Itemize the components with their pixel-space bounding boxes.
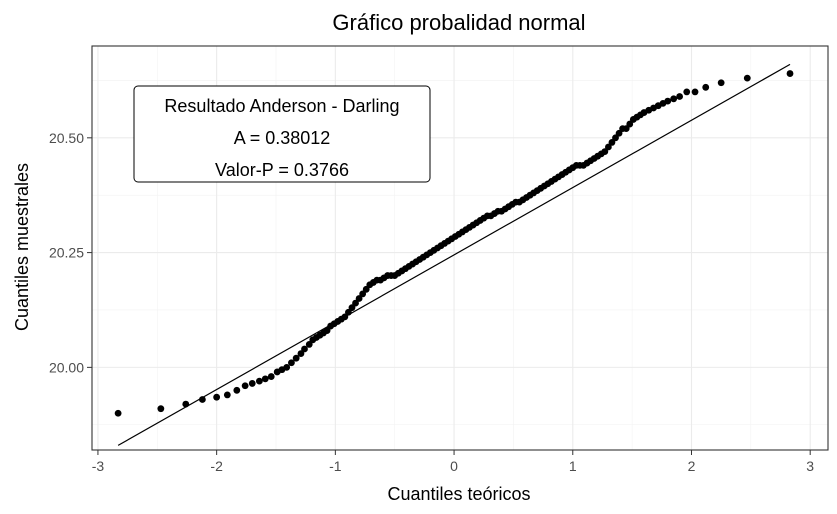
data-point <box>670 95 678 103</box>
data-point <box>362 285 370 293</box>
data-point <box>288 359 295 367</box>
data-point <box>233 386 241 394</box>
plot-panel: -3 -2 -1 0 1 2 3 20.00 20.25 20.50 Resultado Ander… <box>49 45 829 474</box>
y-tick-label: 20.25 <box>49 245 84 261</box>
data-point <box>241 382 249 390</box>
x-tick-label: -1 <box>329 458 342 474</box>
data-point <box>261 375 269 383</box>
data-point <box>341 313 349 321</box>
annotation-line: A = 0.38012 <box>234 128 331 148</box>
data-point <box>213 393 221 401</box>
data-point <box>786 70 794 77</box>
data-point <box>223 391 231 399</box>
x-tick-label: -3 <box>92 458 105 474</box>
annotation-box <box>133 85 431 183</box>
data-point <box>157 405 165 413</box>
data-point <box>359 290 367 298</box>
data-point <box>348 304 356 312</box>
data-point <box>626 120 634 128</box>
data-point <box>622 125 630 133</box>
data-point <box>255 377 263 385</box>
x-tick-label: 0 <box>450 458 458 474</box>
data-point <box>615 129 623 137</box>
data-point <box>743 74 751 82</box>
data-point <box>345 308 352 316</box>
data-point <box>691 88 699 96</box>
annotation-line: Resultado Anderson - Darling <box>164 96 399 116</box>
annotation-line: Valor-P = 0.3766 <box>215 160 349 180</box>
data-point <box>683 88 691 96</box>
data-point <box>305 341 313 348</box>
data-point <box>676 93 684 100</box>
data-point <box>352 299 359 307</box>
data-point <box>114 409 122 417</box>
data-point <box>355 295 363 302</box>
data-point <box>664 97 672 105</box>
data-point <box>601 148 609 155</box>
data-point <box>608 139 616 146</box>
x-axis-label: Cuantiles teóricos <box>387 484 530 504</box>
data-point <box>604 143 612 151</box>
plot-border <box>91 45 829 451</box>
y-tick-label: 20.00 <box>49 359 84 375</box>
x-tick-label: -2 <box>210 458 223 474</box>
data-point <box>301 345 308 353</box>
x-tick-label: 1 <box>569 458 577 474</box>
y-tick-label: 20.50 <box>49 130 84 146</box>
data-point <box>292 354 300 362</box>
chart-title: Gráfico probalidad normal <box>332 10 585 35</box>
data-point <box>248 380 256 387</box>
data-point <box>702 83 710 91</box>
data-point <box>182 400 190 408</box>
data-point <box>267 373 275 380</box>
x-tick-label: 2 <box>688 458 696 474</box>
data-point <box>199 396 206 403</box>
data-point <box>283 363 291 371</box>
y-axis-label: Cuantiles muestrales <box>12 163 32 331</box>
data-point <box>717 79 725 87</box>
data-point <box>323 327 331 335</box>
data-point <box>297 350 305 357</box>
reference-line <box>117 63 791 446</box>
data-point <box>612 134 619 142</box>
x-tick-label: 3 <box>806 458 814 474</box>
